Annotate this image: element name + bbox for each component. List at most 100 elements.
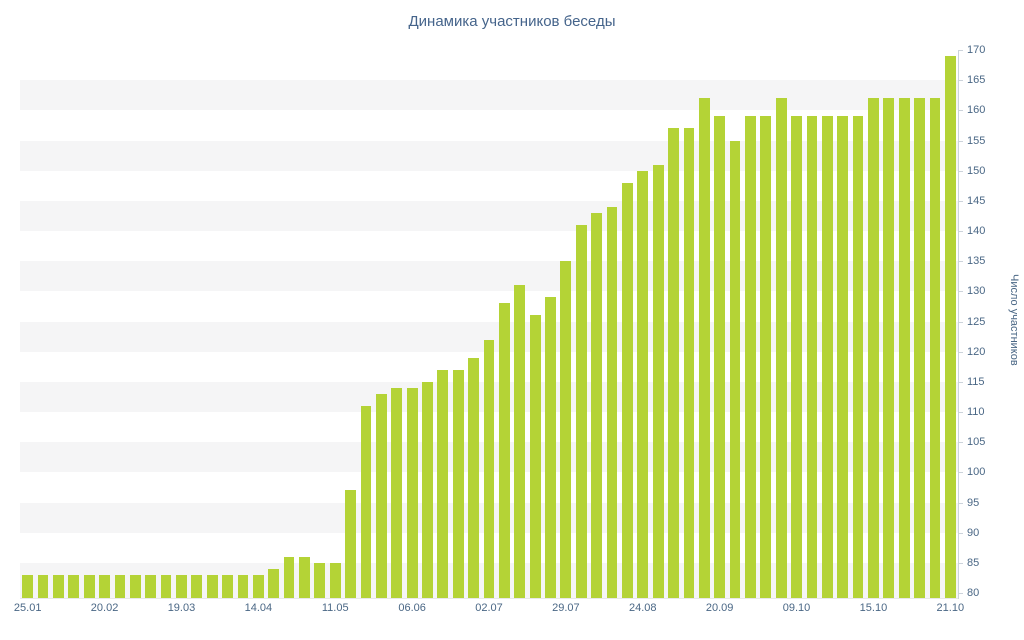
bar[interactable] (837, 116, 849, 598)
y-tick-label: 85 (967, 556, 980, 569)
bar[interactable] (468, 357, 480, 598)
bar[interactable] (760, 116, 772, 598)
x-tick-label: 14.04 (244, 602, 273, 614)
y-axis-tick (958, 140, 963, 142)
bar[interactable] (129, 574, 141, 598)
bar[interactable] (437, 369, 449, 598)
y-axis-title: Число участников (1008, 274, 1020, 366)
bar[interactable] (898, 98, 910, 598)
y-axis-tick (958, 562, 963, 564)
bar[interactable] (498, 303, 510, 598)
bar[interactable] (483, 339, 495, 598)
bar[interactable] (745, 116, 756, 598)
bar[interactable] (283, 556, 295, 598)
bar[interactable] (545, 297, 556, 598)
bar[interactable] (806, 116, 818, 598)
x-tick-label: 25.01 (13, 602, 42, 614)
bar[interactable] (868, 98, 879, 598)
bar[interactable] (406, 387, 418, 598)
bar[interactable] (621, 182, 633, 598)
x-tick-label: 02.07 (475, 602, 503, 614)
bar[interactable] (114, 574, 126, 598)
y-axis-tick (958, 532, 963, 534)
bar[interactable] (99, 574, 110, 598)
x-tick-label: 20.02 (90, 602, 119, 614)
bar[interactable] (160, 574, 172, 598)
bar[interactable] (191, 574, 203, 598)
bar[interactable] (821, 116, 833, 598)
bar[interactable] (698, 98, 710, 598)
y-axis-tick (958, 261, 963, 263)
x-tick-label: 19.03 (167, 602, 196, 614)
y-axis-tick (958, 472, 963, 474)
x-tick-label: 21.10 (936, 602, 965, 614)
bar[interactable] (53, 574, 64, 598)
bar[interactable] (222, 574, 233, 598)
bar[interactable] (560, 261, 572, 598)
bar[interactable] (360, 405, 372, 598)
y-axis-tick (958, 412, 963, 413)
bar[interactable] (514, 285, 526, 598)
bar[interactable] (729, 140, 741, 598)
y-tick-label: 80 (967, 587, 980, 599)
bar[interactable] (775, 98, 787, 598)
y-axis-tick (958, 442, 963, 444)
y-tick-label: 95 (967, 496, 980, 509)
y-axis-tick (958, 593, 963, 594)
bar[interactable] (883, 98, 895, 598)
y-axis-tick (958, 200, 963, 202)
bar[interactable] (314, 562, 326, 598)
x-tick-label: 15.10 (859, 602, 888, 614)
bar[interactable] (683, 128, 695, 598)
bar[interactable] (852, 116, 864, 598)
bar[interactable] (329, 562, 341, 598)
bar[interactable] (606, 206, 618, 598)
bar[interactable] (575, 224, 587, 598)
y-axis-tick (958, 231, 963, 232)
y-axis-tick (958, 381, 963, 383)
bar[interactable] (299, 556, 310, 598)
bar[interactable] (145, 574, 157, 598)
y-axis-tick (958, 170, 963, 172)
y-tick-label: 155 (967, 134, 986, 147)
bar[interactable] (375, 393, 387, 598)
bar[interactable] (591, 212, 603, 598)
bar[interactable] (268, 568, 280, 598)
y-axis-tick (958, 110, 963, 112)
bar[interactable] (237, 574, 249, 598)
bar[interactable] (68, 574, 80, 598)
x-tick-label: 06.06 (398, 602, 426, 614)
bar[interactable] (422, 381, 433, 598)
bar[interactable] (252, 574, 264, 598)
y-tick-label: 115 (967, 375, 985, 388)
y-tick-label: 160 (967, 104, 986, 117)
bar[interactable] (652, 164, 664, 598)
bar[interactable] (791, 116, 802, 598)
bar[interactable] (914, 98, 925, 598)
y-tick-label: 110 (967, 406, 985, 418)
bar[interactable] (452, 369, 464, 598)
y-axis-tick (958, 351, 963, 353)
bar[interactable] (529, 315, 541, 598)
bar[interactable] (668, 128, 679, 598)
bar[interactable] (22, 574, 34, 598)
bar[interactable] (391, 387, 403, 598)
y-tick-label: 105 (967, 436, 986, 449)
y-tick-label: 130 (967, 285, 986, 298)
bar[interactable] (345, 490, 356, 598)
bar[interactable] (929, 98, 941, 598)
bar[interactable] (83, 574, 95, 598)
bar[interactable] (206, 574, 218, 598)
bar[interactable] (944, 56, 956, 598)
y-tick-label: 100 (967, 466, 986, 479)
x-tick-label: 20.09 (705, 602, 734, 614)
x-tick-label: 11.05 (321, 602, 349, 614)
bar[interactable] (37, 574, 49, 598)
bar[interactable] (714, 116, 726, 598)
bar[interactable] (637, 170, 649, 598)
y-axis-tick (958, 80, 963, 82)
chart-title: Динамика участников беседы (408, 13, 616, 30)
y-tick-label: 135 (967, 255, 986, 268)
bar[interactable] (176, 574, 187, 598)
